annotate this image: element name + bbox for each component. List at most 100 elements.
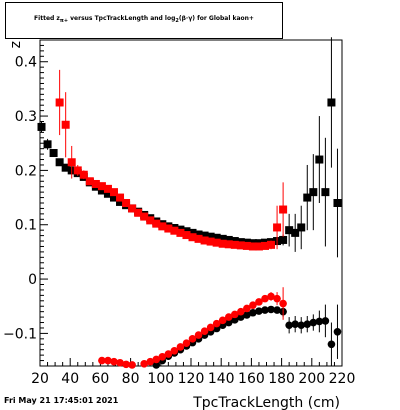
x-tick-label: 140 (208, 371, 235, 387)
data-point-2 (273, 223, 282, 232)
data-point-3 (116, 358, 124, 367)
data-point-2 (188, 233, 197, 242)
data-point-1 (309, 318, 318, 327)
data-point-2 (170, 226, 179, 235)
data-point-2 (248, 242, 257, 251)
data-point-3 (212, 319, 221, 328)
x-tick-label: 40 (61, 371, 79, 387)
data-point-2 (267, 240, 276, 249)
data-point-2 (206, 237, 215, 246)
data-point-3 (273, 294, 281, 303)
data-point-3 (98, 356, 106, 365)
data-point-0 (188, 228, 197, 237)
chart-title: Fitted zπ+ versus TpcTrackLength and log… (34, 15, 254, 25)
data-point-0 (43, 140, 52, 149)
x-tick-label: 200 (298, 371, 325, 387)
y-tick-label: −0.1 (3, 326, 37, 342)
data-point-1 (315, 317, 324, 326)
data-point-2 (164, 224, 173, 233)
data-point-0 (315, 155, 324, 164)
data-point-2 (128, 204, 137, 213)
data-point-3 (218, 316, 227, 325)
data-point-2 (242, 241, 251, 250)
data-point-0 (200, 231, 209, 240)
data-point-3 (237, 307, 245, 316)
data-point-2 (61, 120, 70, 129)
data-point-0 (333, 199, 342, 207)
data-point-2 (152, 219, 161, 228)
data-point-3 (279, 299, 287, 308)
data-point-0 (206, 232, 215, 241)
x-tick-label: 120 (178, 371, 205, 387)
data-point-1 (333, 327, 342, 336)
data-point-2 (109, 188, 118, 197)
data-point-0 (103, 189, 112, 198)
y-tick-label: 0.3 (15, 109, 37, 125)
data-point-2 (236, 241, 245, 250)
data-point-3 (224, 313, 233, 321)
data-point-0 (55, 158, 64, 167)
data-point-3 (194, 331, 203, 339)
data-point-3 (255, 298, 263, 306)
x-tick-label: 20 (31, 371, 49, 387)
data-point-1 (303, 320, 312, 328)
data-point-0 (309, 188, 318, 197)
data-point-2 (134, 208, 143, 217)
data-point-3 (230, 310, 239, 319)
data-point-2 (97, 182, 106, 191)
data-point-3 (176, 343, 185, 351)
data-point-3 (140, 360, 148, 368)
data-point-2 (122, 199, 131, 207)
data-point-0 (297, 223, 306, 232)
x-tick-label: 100 (147, 371, 174, 387)
data-point-1 (261, 306, 269, 314)
data-point-1 (321, 317, 330, 325)
data-point-3 (267, 292, 275, 301)
data-point-2 (55, 98, 64, 107)
data-point-2 (260, 241, 269, 250)
data-point-0 (116, 197, 125, 206)
data-point-0 (97, 186, 106, 195)
y-tick-label: 0 (28, 272, 37, 288)
plot-frame (39, 39, 343, 367)
data-point-3 (146, 357, 155, 366)
data-point-1 (267, 305, 275, 314)
data-point-1 (230, 316, 239, 324)
data-point-3 (200, 327, 209, 336)
data-point-3 (164, 350, 173, 358)
data-point-2 (85, 177, 94, 186)
data-point-2 (194, 234, 203, 243)
data-point-2 (116, 193, 125, 202)
data-point-1 (327, 340, 336, 349)
data-point-2 (91, 179, 100, 188)
data-point-2 (279, 205, 288, 214)
data-point-3 (110, 357, 118, 366)
data-point-0 (303, 193, 312, 202)
data-point-2 (158, 222, 167, 231)
data-point-1 (152, 361, 161, 369)
data-point-2 (140, 212, 149, 221)
data-point-2 (79, 170, 88, 179)
data-point-0 (224, 235, 233, 244)
data-point-2 (254, 242, 263, 251)
data-point-2 (67, 158, 76, 167)
data-point-0 (321, 188, 330, 197)
y-tick-label: 0.4 (15, 55, 37, 71)
data-point-3 (170, 346, 179, 355)
data-point-0 (327, 98, 336, 107)
data-point-1 (224, 318, 233, 327)
data-point-3 (188, 335, 197, 343)
data-point-2 (146, 216, 155, 225)
y-axis-label: z (8, 41, 24, 48)
data-point-0 (285, 226, 294, 235)
data-point-3 (158, 352, 167, 361)
data-point-3 (128, 361, 136, 369)
x-tick-label: 160 (238, 371, 265, 387)
y-tick-label: 0.2 (15, 163, 37, 179)
y-tick-label: 0.1 (15, 218, 37, 234)
data-point-1 (297, 321, 306, 330)
x-tick-label: 80 (122, 371, 140, 387)
data-point-0 (194, 230, 203, 239)
data-point-1 (285, 321, 293, 330)
